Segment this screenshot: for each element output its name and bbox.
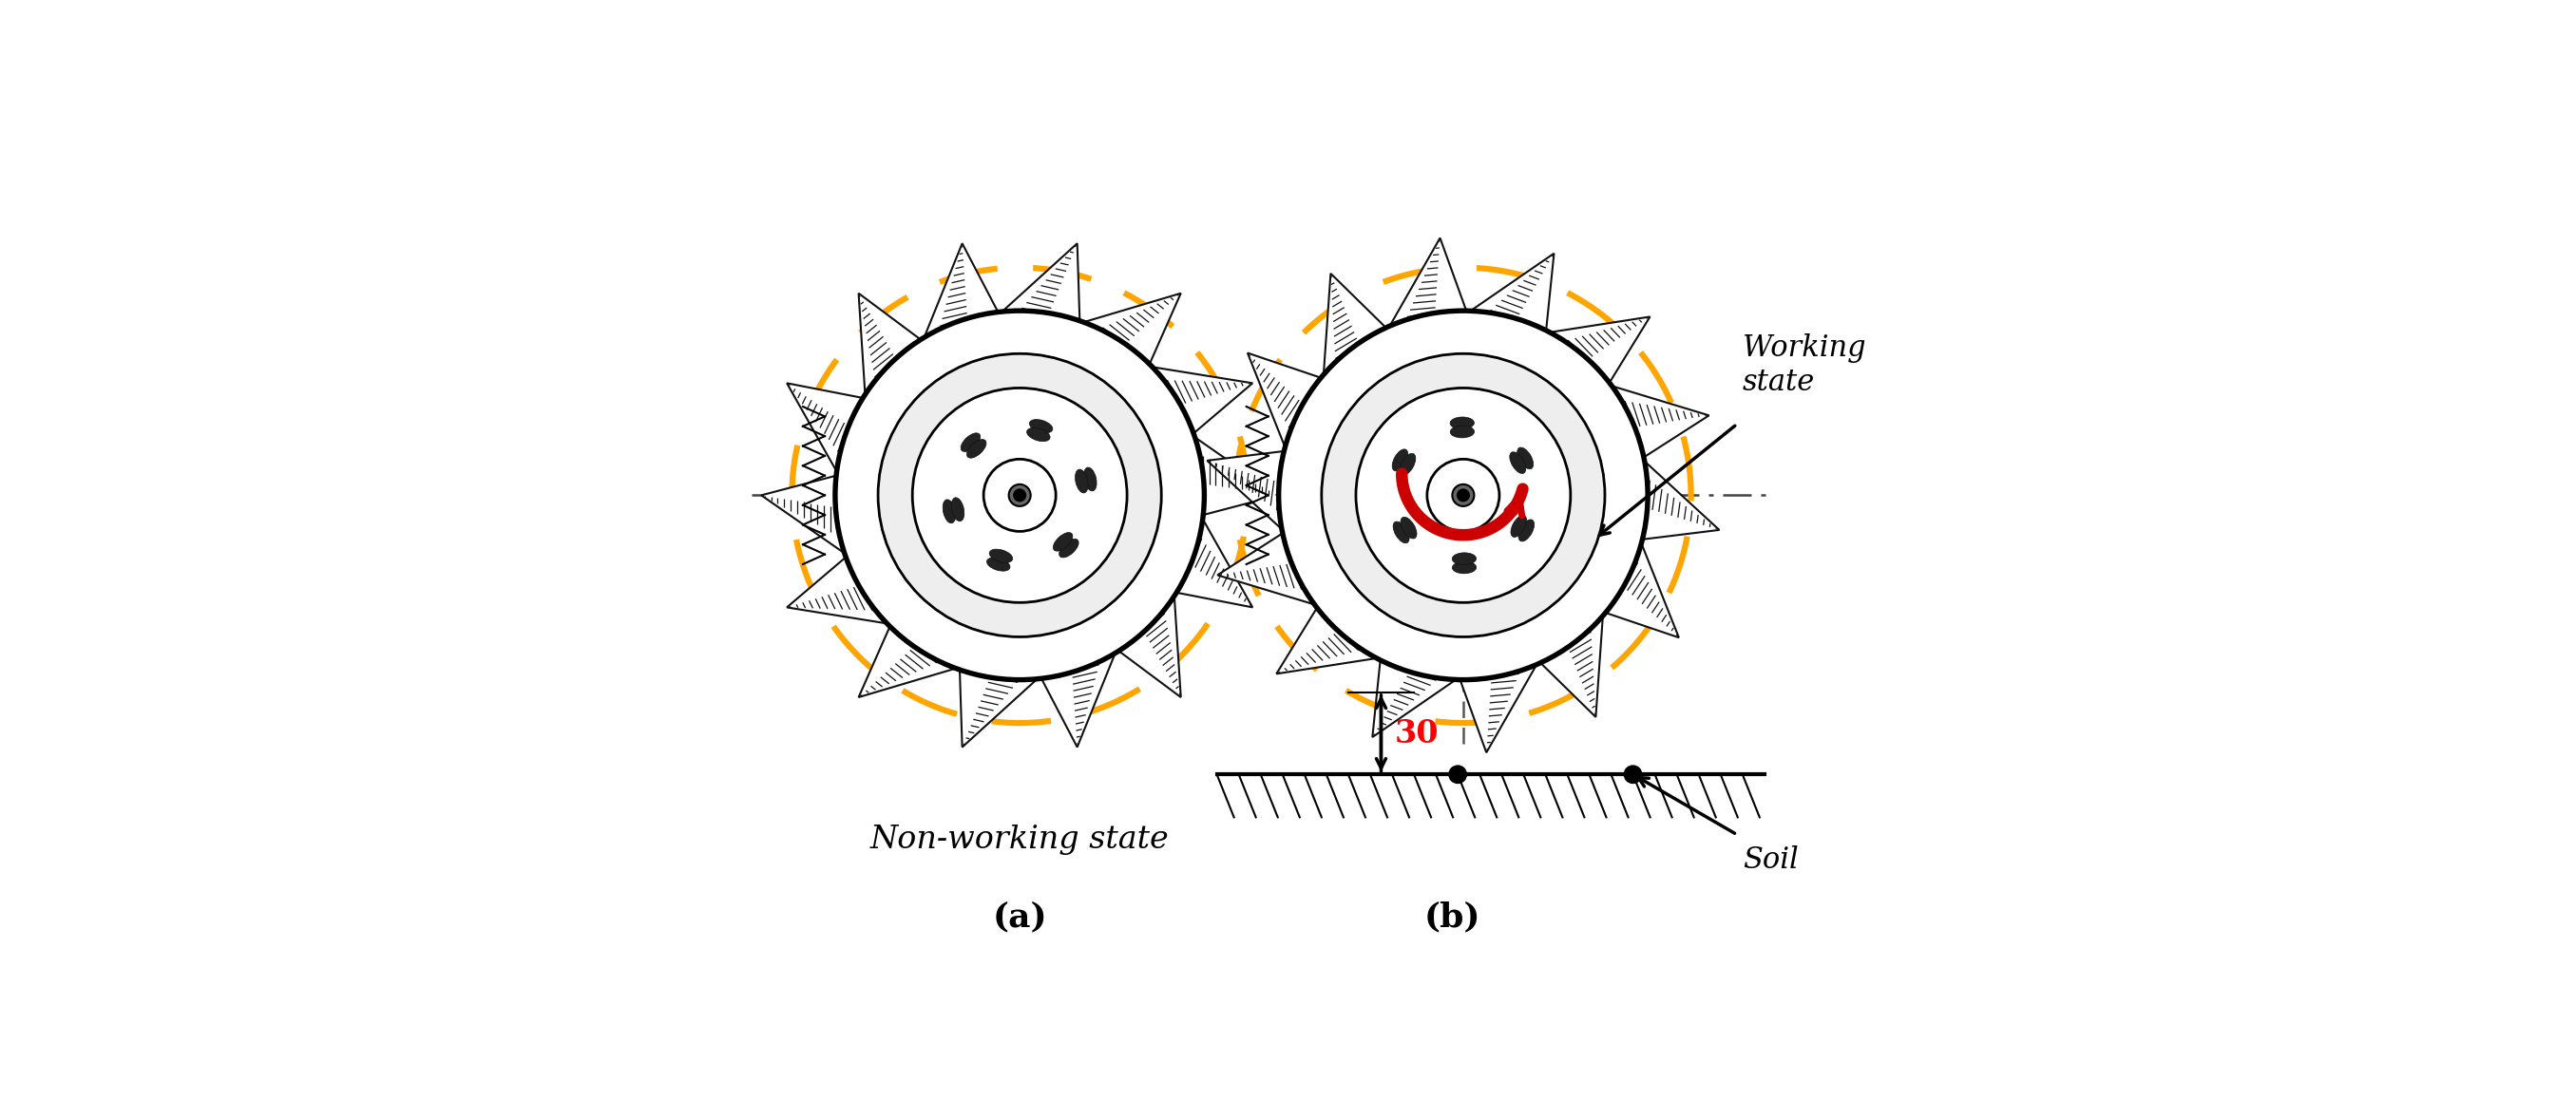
- Polygon shape: [1002, 243, 1079, 339]
- Polygon shape: [1218, 532, 1324, 605]
- Polygon shape: [786, 557, 891, 624]
- Ellipse shape: [1517, 519, 1535, 541]
- Polygon shape: [1247, 353, 1321, 448]
- Circle shape: [1280, 311, 1646, 679]
- Polygon shape: [1540, 615, 1602, 717]
- Polygon shape: [1548, 317, 1651, 383]
- Polygon shape: [1041, 640, 1115, 747]
- Polygon shape: [858, 626, 956, 697]
- Ellipse shape: [987, 558, 1010, 571]
- Circle shape: [1453, 484, 1473, 506]
- Ellipse shape: [1391, 449, 1409, 471]
- Polygon shape: [1620, 461, 1718, 539]
- Ellipse shape: [1074, 470, 1087, 493]
- Polygon shape: [961, 651, 1038, 747]
- Polygon shape: [1471, 253, 1553, 342]
- Ellipse shape: [1394, 521, 1409, 543]
- Ellipse shape: [951, 497, 963, 521]
- Circle shape: [1321, 354, 1605, 637]
- Polygon shape: [1149, 367, 1252, 433]
- Polygon shape: [1605, 542, 1680, 638]
- Polygon shape: [1461, 647, 1538, 752]
- Circle shape: [835, 311, 1203, 679]
- Circle shape: [912, 388, 1128, 603]
- Ellipse shape: [966, 439, 987, 458]
- Circle shape: [1625, 766, 1641, 783]
- Ellipse shape: [989, 549, 1012, 563]
- Ellipse shape: [1510, 452, 1525, 473]
- Ellipse shape: [1450, 426, 1473, 438]
- Circle shape: [1015, 490, 1025, 502]
- Ellipse shape: [1510, 515, 1528, 537]
- Ellipse shape: [1399, 453, 1417, 475]
- Polygon shape: [858, 294, 922, 396]
- Circle shape: [1427, 459, 1499, 531]
- Ellipse shape: [1453, 552, 1476, 564]
- Polygon shape: [1208, 451, 1306, 530]
- Ellipse shape: [1030, 419, 1054, 433]
- Circle shape: [1355, 388, 1571, 603]
- Ellipse shape: [1054, 532, 1072, 551]
- Ellipse shape: [1453, 561, 1476, 573]
- Text: (a): (a): [992, 901, 1048, 933]
- Polygon shape: [786, 383, 871, 472]
- Text: 30: 30: [1394, 717, 1437, 749]
- Polygon shape: [1373, 649, 1458, 737]
- Circle shape: [1448, 766, 1466, 783]
- Text: Non-working state: Non-working state: [871, 825, 1170, 856]
- Polygon shape: [762, 475, 866, 553]
- Circle shape: [1010, 484, 1030, 506]
- Polygon shape: [925, 243, 999, 351]
- Text: Soil: Soil: [1741, 846, 1798, 875]
- Ellipse shape: [943, 499, 956, 524]
- Ellipse shape: [1517, 448, 1533, 469]
- Ellipse shape: [1028, 428, 1051, 441]
- Text: Working
state: Working state: [1741, 333, 1865, 397]
- Ellipse shape: [1401, 517, 1417, 539]
- Circle shape: [1458, 490, 1468, 502]
- Ellipse shape: [1059, 539, 1079, 558]
- Polygon shape: [1170, 518, 1252, 607]
- Polygon shape: [1118, 595, 1180, 697]
- Polygon shape: [1602, 386, 1708, 458]
- Polygon shape: [1175, 437, 1278, 515]
- Polygon shape: [1388, 238, 1466, 344]
- Text: (b): (b): [1425, 901, 1481, 933]
- Ellipse shape: [961, 433, 981, 452]
- Ellipse shape: [1084, 468, 1097, 491]
- Polygon shape: [1278, 607, 1378, 674]
- Circle shape: [984, 459, 1056, 531]
- Ellipse shape: [1450, 417, 1473, 429]
- Polygon shape: [1082, 294, 1180, 365]
- Polygon shape: [1324, 274, 1386, 376]
- Circle shape: [878, 354, 1162, 637]
